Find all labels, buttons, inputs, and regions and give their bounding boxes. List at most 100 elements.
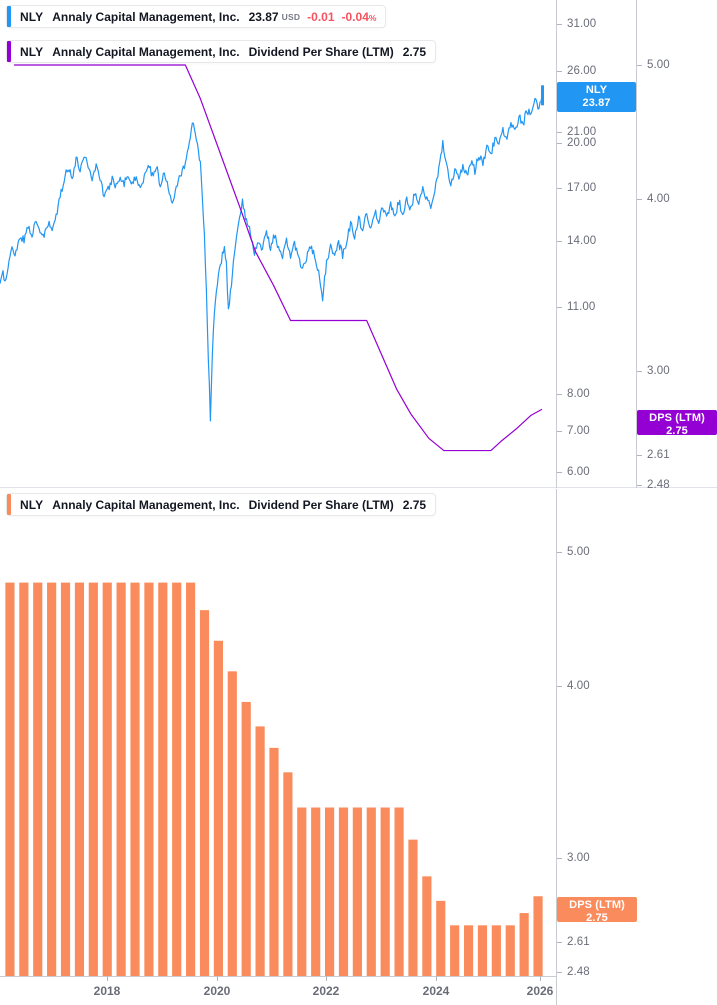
- dps-bar[interactable]: [269, 747, 279, 976]
- dps-bar[interactable]: [325, 807, 335, 976]
- dps-bar[interactable]: [311, 807, 321, 976]
- tick-mark: [557, 240, 562, 242]
- tick-mark: [557, 70, 562, 72]
- time-tick-label: 2026: [526, 984, 554, 998]
- time-tick-label: 2024: [422, 984, 450, 998]
- dps-bar[interactable]: [519, 913, 529, 976]
- dps-bar[interactable]: [102, 582, 112, 976]
- price-badge-ticker: NLY: [585, 84, 608, 96]
- dps-bar[interactable]: [477, 925, 488, 976]
- dps-bar[interactable]: [130, 582, 140, 976]
- dps-bar[interactable]: [60, 582, 71, 976]
- dps-marker-badge-upper[interactable]: DPS (LTM) 2.75: [637, 410, 717, 437]
- time-tick-mark: [326, 976, 327, 981]
- dps-bar[interactable]: [88, 582, 98, 976]
- legend-dps-pane[interactable]: NLY Annaly Capital Management, Inc. Divi…: [6, 493, 437, 516]
- legend-ticker-dps-overlay: NLY: [20, 44, 44, 59]
- time-axis[interactable]: 2018 2020 2022 2024 2026: [0, 976, 556, 1005]
- dps-bar[interactable]: [74, 582, 85, 976]
- legend-value-dps-pane: 2.75: [402, 497, 427, 512]
- dps-axis-lower[interactable]: 5.00 4.00 3.00 2.61 2.48 DPS (LTM) 2.75: [556, 0, 637, 1005]
- tick-mark: [557, 971, 562, 973]
- dps-bar[interactable]: [199, 610, 210, 976]
- price-axis[interactable]: 31.00 26.00 21.00 20.00 17.00 14.00 11.00 8.00 7…: [556, 0, 636, 1005]
- tick-mark: [557, 430, 562, 432]
- dps-bar[interactable]: [450, 925, 460, 976]
- dps-badge-value-upper: 2.75: [666, 424, 688, 437]
- dps-marker-badge-lower[interactable]: DPS (LTM) 2.75: [557, 897, 637, 924]
- legend-dps-overlay[interactable]: NLY Annaly Capital Management, Inc. Divi…: [6, 40, 437, 63]
- legend-change-pct: -0.04%: [342, 10, 377, 24]
- dps-bar[interactable]: [255, 726, 265, 976]
- dps-bar[interactable]: [491, 925, 501, 976]
- legend-company-dps-pane: Annaly Capital Management, Inc.: [52, 497, 240, 512]
- dps-bar[interactable]: [172, 582, 182, 976]
- time-tick-mark: [217, 976, 218, 981]
- tick-label: 11.00: [567, 301, 596, 313]
- axis-tick: 2.61: [556, 935, 590, 949]
- dps-bar[interactable]: [5, 582, 15, 976]
- dps-bar[interactable]: [352, 807, 362, 976]
- dps-bar-chart-pane[interactable]: [0, 489, 556, 976]
- dps-bar[interactable]: [533, 896, 543, 976]
- tick-mark: [637, 198, 642, 200]
- dps-bar[interactable]: [436, 900, 446, 976]
- dps-bar[interactable]: [422, 876, 432, 976]
- legend-price[interactable]: NLY Annaly Capital Management, Inc. 23.8…: [6, 5, 387, 28]
- dps-bar[interactable]: [380, 807, 390, 976]
- price-axis-line: [556, 0, 557, 488]
- dps-bar[interactable]: [158, 582, 168, 976]
- legend-company-dps-overlay: Annaly Capital Management, Inc.: [52, 44, 240, 59]
- legend-change-abs: -0.01: [307, 9, 335, 24]
- dps-bar[interactable]: [116, 582, 126, 976]
- tick-mark: [637, 454, 642, 456]
- axis-tick: 5.00: [556, 545, 590, 559]
- dps-bar[interactable]: [19, 582, 29, 976]
- time-axis-line: [0, 976, 556, 977]
- price-marker-badge[interactable]: NLY 23.87: [557, 82, 636, 112]
- legend-ticker-price: NLY: [20, 9, 44, 24]
- tick-label: 20.00: [567, 137, 597, 149]
- tick-label: 17.00: [567, 182, 597, 194]
- dps-bar[interactable]: [366, 807, 376, 976]
- tick-label: 3.00: [647, 365, 670, 377]
- dps-bar[interactable]: [408, 839, 418, 976]
- dps-axis-line-upper: [636, 0, 637, 488]
- dps-bar[interactable]: [186, 582, 196, 976]
- pane-separator[interactable]: [0, 487, 717, 488]
- dps-bar[interactable]: [338, 807, 349, 976]
- tick-label: 4.00: [647, 193, 670, 205]
- legend-company-price: Annaly Capital Management, Inc.: [52, 9, 240, 24]
- dps-bar[interactable]: [463, 925, 474, 976]
- dps-bar[interactable]: [213, 640, 223, 976]
- tick-label: 14.00: [567, 235, 597, 247]
- legend-metric-dps-overlay: Dividend Per Share (LTM): [248, 44, 394, 59]
- dps-bar[interactable]: [297, 807, 307, 976]
- dps-axis[interactable]: 5.00 4.00 3.00 2.61 2.48 DPS (LTM) 2.75: [556, 0, 717, 1005]
- tick-mark: [637, 64, 642, 66]
- dps-bar[interactable]: [283, 772, 293, 976]
- dps-bar[interactable]: [33, 582, 43, 976]
- legend-metric-dps-pane: Dividend Per Share (LTM): [248, 497, 394, 512]
- tick-label: 21.00: [567, 126, 597, 138]
- dps-bar[interactable]: [241, 701, 251, 976]
- dps-bar[interactable]: [227, 671, 237, 976]
- legend-last-price: 23.87: [248, 9, 279, 24]
- dps-bar[interactable]: [144, 582, 154, 976]
- dps-bar[interactable]: [505, 925, 515, 976]
- tick-mark: [557, 471, 562, 473]
- axis-tick: 17.00: [556, 181, 596, 195]
- price-plot: [0, 64, 544, 452]
- dps-bar[interactable]: [47, 582, 57, 976]
- price-badge-value: 23.87: [582, 96, 611, 109]
- tick-label: 2.61: [567, 936, 590, 948]
- dps-bar[interactable]: [394, 807, 404, 976]
- axis-tick: 4.00: [556, 679, 590, 693]
- time-tick-mark: [436, 976, 437, 981]
- axis-tick: 14.00: [556, 234, 596, 248]
- price-chart-pane[interactable]: [0, 0, 556, 487]
- legend-color-swatch-dps-pane: [7, 494, 11, 515]
- axis-tick: 3.00: [636, 364, 670, 378]
- tick-mark: [637, 484, 642, 486]
